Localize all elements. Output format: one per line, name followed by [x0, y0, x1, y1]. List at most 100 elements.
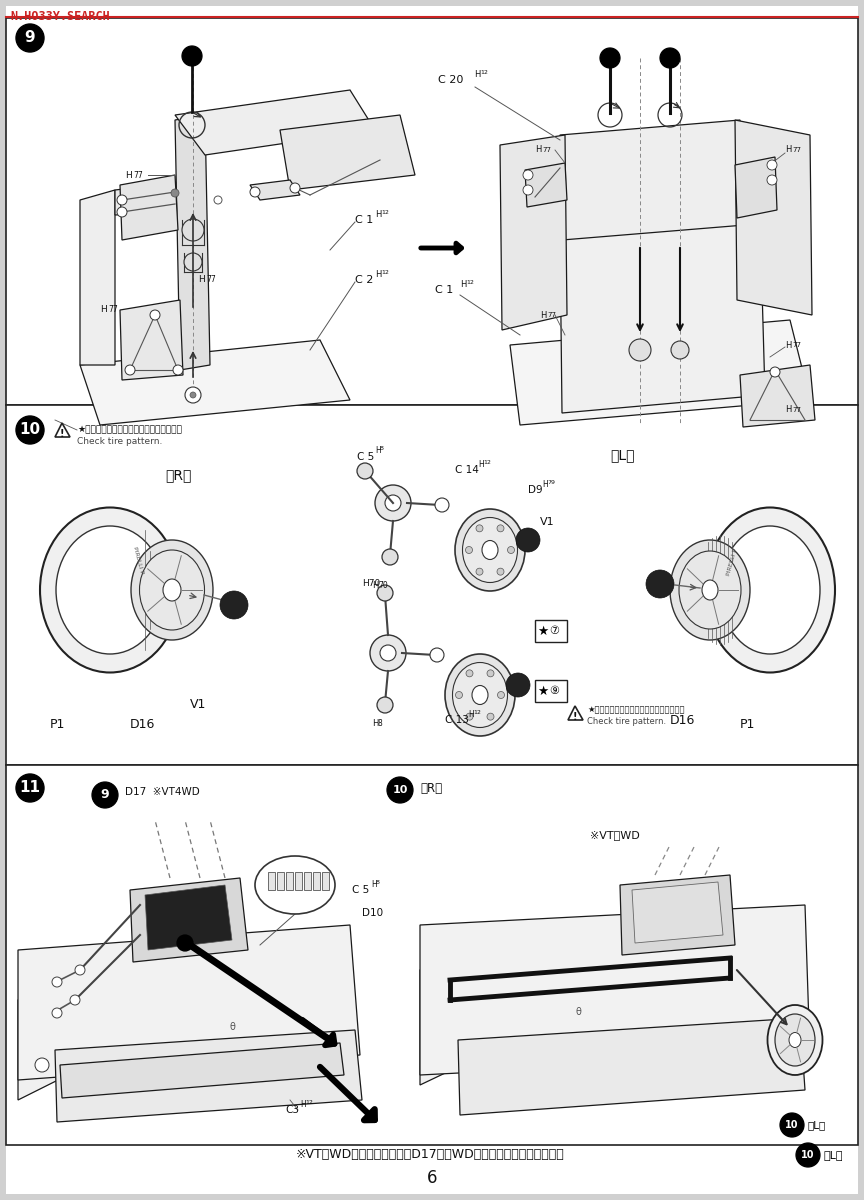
- Text: C 14: C 14: [455, 464, 479, 475]
- Text: 8: 8: [378, 719, 383, 727]
- Text: H: H: [125, 170, 131, 180]
- Ellipse shape: [139, 550, 205, 630]
- Text: 77: 77: [542, 146, 551, 152]
- Circle shape: [497, 568, 504, 575]
- Text: 12: 12: [483, 460, 491, 464]
- Polygon shape: [250, 180, 300, 200]
- Circle shape: [671, 341, 689, 359]
- Circle shape: [476, 524, 483, 532]
- Text: 〈L〉: 〈L〉: [823, 1150, 842, 1160]
- Text: H: H: [468, 710, 473, 719]
- Circle shape: [177, 935, 193, 950]
- Circle shape: [498, 691, 505, 698]
- Text: 11: 11: [20, 780, 41, 796]
- Circle shape: [455, 691, 462, 698]
- Circle shape: [497, 524, 504, 532]
- Circle shape: [16, 24, 44, 52]
- Ellipse shape: [455, 509, 525, 590]
- Circle shape: [190, 392, 196, 398]
- Polygon shape: [80, 340, 350, 425]
- Bar: [6, 766, 858, 1145]
- Ellipse shape: [789, 1032, 801, 1048]
- Ellipse shape: [40, 508, 180, 672]
- Text: H: H: [460, 280, 467, 289]
- Ellipse shape: [453, 662, 507, 727]
- Text: 9: 9: [25, 30, 35, 46]
- Ellipse shape: [775, 1014, 815, 1066]
- Circle shape: [385, 494, 401, 511]
- Circle shape: [52, 977, 62, 986]
- Text: ⑦: ⑦: [549, 626, 559, 636]
- Circle shape: [780, 1114, 804, 1138]
- Circle shape: [16, 774, 44, 802]
- Circle shape: [377, 584, 393, 601]
- Circle shape: [16, 416, 44, 444]
- Circle shape: [770, 367, 780, 377]
- Ellipse shape: [255, 856, 335, 914]
- Text: 12: 12: [473, 710, 481, 715]
- Bar: [535, 620, 567, 642]
- Ellipse shape: [445, 654, 515, 736]
- Text: 77: 77: [792, 146, 801, 152]
- Text: C3: C3: [285, 1105, 299, 1115]
- Circle shape: [182, 46, 202, 66]
- Polygon shape: [560, 120, 745, 240]
- Text: 77: 77: [792, 342, 801, 348]
- Text: 6: 6: [427, 1169, 437, 1187]
- Circle shape: [487, 713, 494, 720]
- Text: 12: 12: [305, 1100, 313, 1105]
- Circle shape: [507, 546, 514, 553]
- Text: 10: 10: [19, 422, 41, 438]
- Text: 70: 70: [378, 581, 388, 589]
- Text: PIRELLI P: PIRELLI P: [726, 547, 738, 576]
- Circle shape: [357, 463, 373, 479]
- Circle shape: [375, 485, 411, 521]
- Circle shape: [173, 365, 183, 374]
- Polygon shape: [420, 905, 810, 1075]
- Text: ★: ★: [537, 624, 549, 637]
- Text: H: H: [542, 480, 548, 490]
- Circle shape: [171, 188, 179, 197]
- Ellipse shape: [705, 508, 835, 672]
- Text: C 1: C 1: [355, 215, 373, 226]
- Text: θ: θ: [230, 1022, 236, 1032]
- Bar: [313, 872, 320, 890]
- Polygon shape: [18, 980, 58, 1100]
- Text: 77: 77: [133, 170, 143, 180]
- Text: 12: 12: [466, 280, 473, 284]
- Bar: [322, 872, 329, 890]
- Ellipse shape: [163, 578, 181, 601]
- Ellipse shape: [767, 1006, 823, 1075]
- Text: C 5: C 5: [352, 886, 369, 895]
- Polygon shape: [130, 878, 248, 962]
- Bar: [268, 872, 275, 890]
- Text: H: H: [478, 460, 484, 469]
- Text: 9: 9: [101, 788, 110, 802]
- Text: H: H: [198, 276, 205, 284]
- Text: D10: D10: [362, 908, 383, 918]
- Text: 12: 12: [381, 270, 389, 275]
- Text: ※VT４WD: ※VT４WD: [590, 830, 639, 840]
- Circle shape: [182, 218, 204, 241]
- Text: V1: V1: [540, 517, 555, 527]
- Bar: [277, 872, 284, 890]
- Text: H: H: [372, 581, 378, 589]
- Circle shape: [523, 185, 533, 194]
- Ellipse shape: [670, 540, 750, 640]
- Ellipse shape: [472, 685, 488, 704]
- Text: H: H: [474, 70, 480, 79]
- Bar: [304, 872, 311, 890]
- Circle shape: [767, 175, 777, 185]
- Ellipse shape: [720, 526, 820, 654]
- Polygon shape: [620, 875, 735, 955]
- Text: C 5: C 5: [357, 452, 374, 462]
- Text: Check tire pattern.: Check tire pattern.: [587, 718, 666, 726]
- Text: H70: H70: [362, 578, 380, 588]
- Polygon shape: [175, 90, 375, 155]
- Polygon shape: [632, 882, 723, 943]
- Text: H: H: [785, 145, 791, 155]
- Polygon shape: [175, 115, 210, 370]
- Ellipse shape: [679, 551, 741, 629]
- Text: D17  ※VT4WD: D17 ※VT4WD: [125, 787, 200, 797]
- Text: H: H: [300, 1100, 306, 1109]
